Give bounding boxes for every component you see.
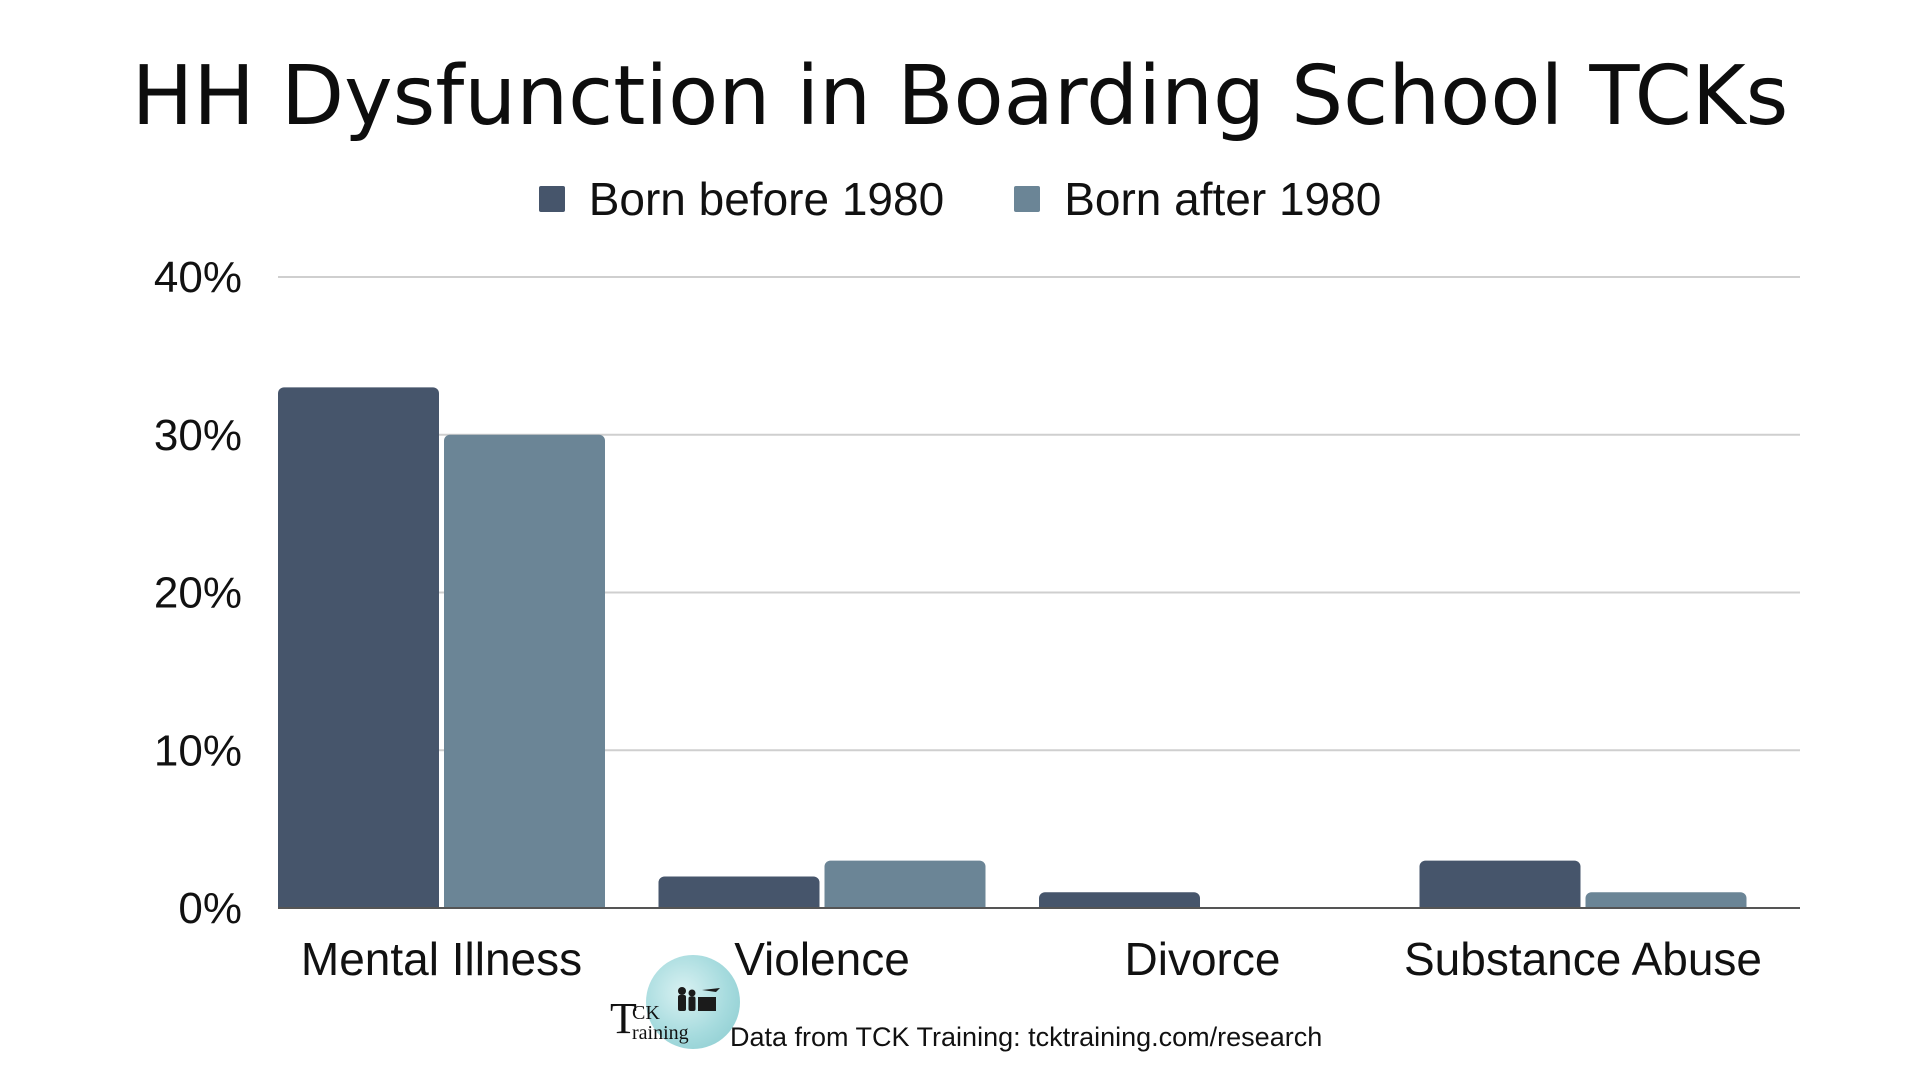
chart-legend: Born before 1980 Born after 1980 — [0, 172, 1920, 226]
y-tick-label: 30% — [154, 411, 242, 460]
x-category-label: Mental Illness — [301, 933, 582, 985]
bar-before — [278, 387, 439, 908]
logo-letter: T — [610, 994, 637, 1043]
y-axis-ticks: 0% 10% 20% 30% 40% — [154, 253, 242, 933]
legend-item-before: Born before 1980 — [538, 172, 945, 226]
legend-label-before: Born before 1980 — [588, 173, 945, 225]
y-tick-label: 0% — [178, 884, 242, 933]
bar-base-before — [1419, 902, 1581, 908]
bar-base-before — [1039, 902, 1200, 908]
source-note: Data from TCK Training: tcktraining.com/… — [730, 1022, 1323, 1052]
logo-ck: CK — [632, 1002, 660, 1024]
legend-label-after: Born after 1980 — [1064, 173, 1382, 225]
x-category-label: Divorce — [1125, 933, 1281, 985]
bar-before — [658, 876, 820, 908]
x-category-label: Substance Abuse — [1404, 933, 1762, 985]
bar-base-after — [1585, 902, 1747, 908]
logo-raining: raining — [632, 1022, 689, 1044]
bar-before — [1419, 860, 1581, 908]
bar-base-after — [444, 902, 605, 908]
bar-base-before — [278, 902, 439, 908]
tck-training-logo: T CK raining — [610, 955, 740, 1065]
family-figures-icon — [678, 987, 720, 1011]
bar-base-before — [658, 902, 820, 908]
legend-item-after: Born after 1980 — [1014, 172, 1381, 226]
bars — [278, 387, 1747, 908]
y-tick-label: 20% — [154, 569, 242, 618]
y-tick-label: 40% — [154, 253, 242, 302]
bar-after — [824, 860, 986, 908]
x-category-label: Violence — [734, 933, 910, 985]
bar-base-after — [824, 902, 986, 908]
legend-swatch-after — [1014, 186, 1041, 212]
x-axis-categories: Mental Illness Violence Divorce Substance A… — [301, 933, 1762, 985]
legend-swatch-before — [538, 186, 565, 212]
chart-title: HH Dysfunction in Boarding School TCKs — [131, 49, 1789, 144]
y-tick-label: 10% — [154, 726, 242, 775]
bar-after — [444, 434, 605, 908]
